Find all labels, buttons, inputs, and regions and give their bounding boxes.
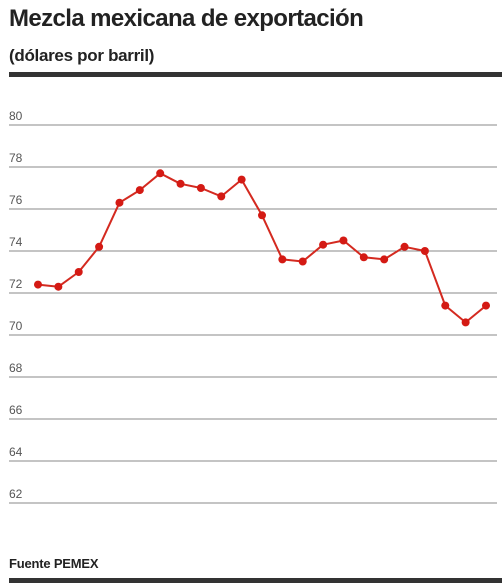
data-point <box>461 318 470 327</box>
y-tick-label: 80 <box>9 109 23 123</box>
data-point <box>217 192 226 201</box>
data-point <box>339 236 348 245</box>
y-tick-label: 78 <box>9 151 23 165</box>
chart-subtitle: (dólares por barril) <box>9 46 155 65</box>
bottom-rule <box>9 578 502 583</box>
y-tick-label: 76 <box>9 193 23 207</box>
data-point <box>380 255 389 264</box>
series-line <box>37 172 487 324</box>
data-point <box>156 169 165 178</box>
y-tick-label: 62 <box>9 487 23 501</box>
data-point <box>400 242 409 251</box>
y-gridlines <box>9 124 497 504</box>
data-point <box>298 257 307 266</box>
data-point <box>54 282 63 291</box>
source-note: Fuente PEMEX <box>9 556 99 571</box>
series-points <box>34 169 490 327</box>
data-point <box>319 240 328 249</box>
y-tick-label: 64 <box>9 445 23 459</box>
data-point <box>196 184 205 192</box>
y-axis-tick-labels: 80 78 76 74 72 70 68 66 64 62 <box>9 109 23 501</box>
y-tick-label: 66 <box>9 403 23 417</box>
y-tick-label: 74 <box>9 235 23 249</box>
data-point <box>34 280 42 289</box>
data-point <box>176 179 185 188</box>
chart-title: Mezcla mexicana de exportación <box>9 5 364 32</box>
data-point <box>135 186 144 195</box>
data-point <box>359 253 368 262</box>
y-tick-label: 68 <box>9 361 23 375</box>
data-point <box>115 198 124 207</box>
top-rule <box>9 72 502 77</box>
data-point <box>95 242 104 251</box>
data-point <box>420 247 429 255</box>
data-point <box>441 301 450 310</box>
data-point <box>278 255 287 264</box>
y-tick-label: 72 <box>9 277 23 291</box>
y-tick-label: 70 <box>9 319 23 333</box>
data-point <box>237 175 246 184</box>
data-point <box>482 301 490 310</box>
data-point <box>258 211 266 220</box>
data-point <box>74 268 83 276</box>
